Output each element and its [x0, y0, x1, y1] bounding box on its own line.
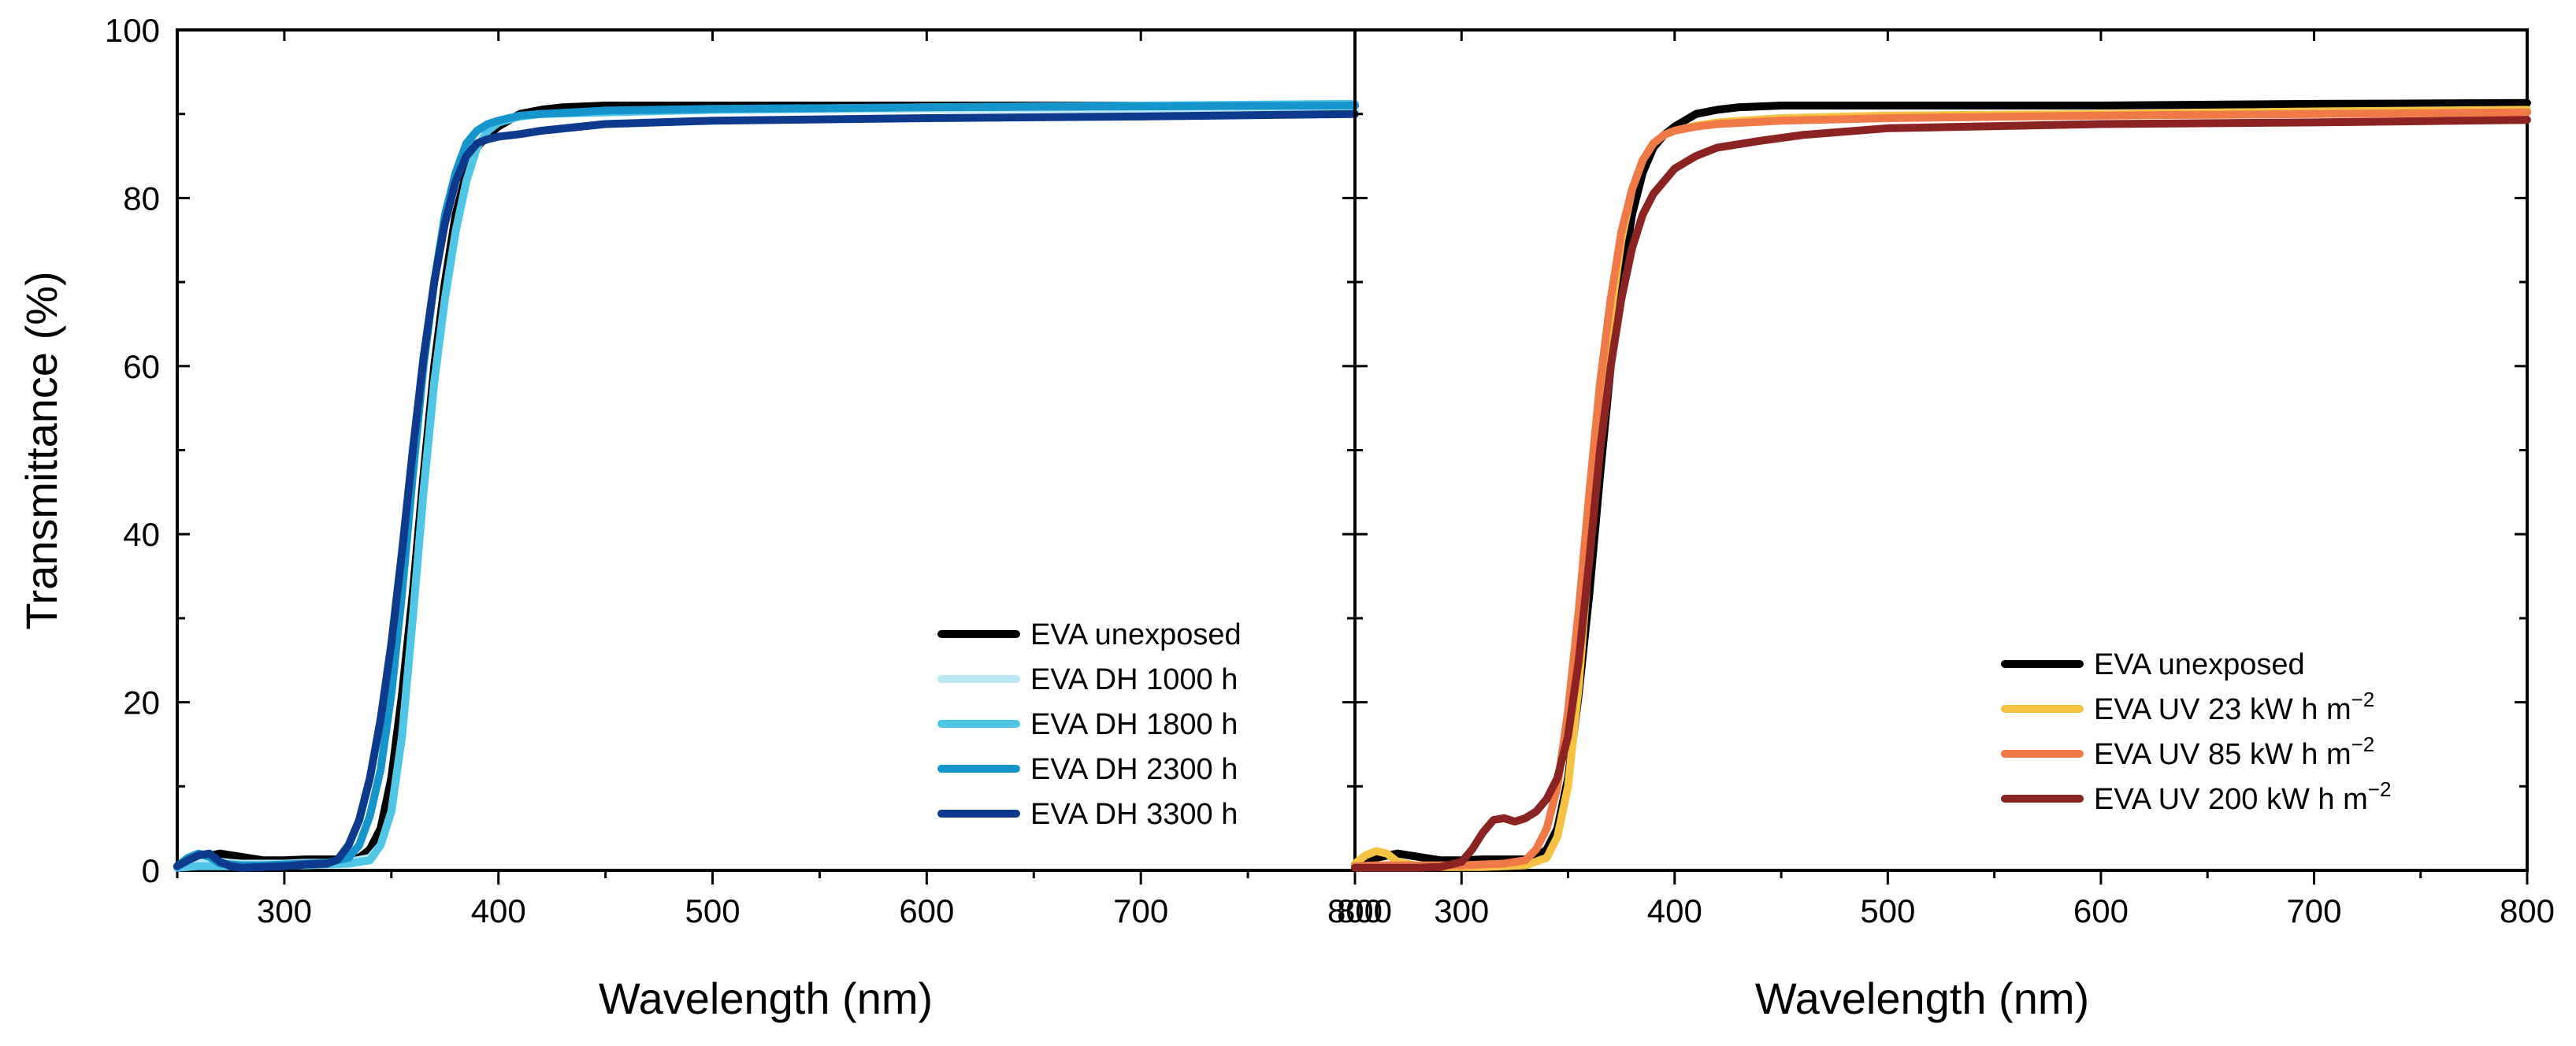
right-ticks: 800 300 400 500 600 700 800	[1337, 28, 2555, 929]
left-ticks: 300 400 500 600 700 800 0 20 40 60 80 100	[105, 12, 1383, 929]
legend-label-superscript: −2	[2351, 688, 2375, 711]
x-tick-label: 300	[257, 892, 312, 929]
left-plot-frame	[176, 28, 1357, 872]
legend-label-text: EVA DH 3300 h	[1030, 798, 1238, 831]
x-tick-label: 500	[685, 892, 741, 929]
legend-label: EVA DH 1800 h	[1030, 708, 1238, 741]
x-tick-label: 500	[1860, 892, 1915, 929]
legend-label-text: EVA UV 85 kW h m	[2094, 738, 2351, 771]
legend-label-text: EVA unexposed	[1030, 618, 1242, 651]
legend-label-text: EVA DH 2300 h	[1030, 753, 1238, 786]
x-tick-label: 800	[2500, 892, 2555, 929]
series-line-eva-dh-2300-h	[173, 102, 1359, 870]
x-tick-label: 800	[1337, 892, 1392, 929]
y-tick-label: 100	[105, 12, 160, 49]
legend-label-text: EVA unexposed	[2094, 648, 2305, 681]
x-tick-label: 600	[2073, 892, 2129, 929]
y-tick-label: 0	[142, 852, 160, 889]
x-tick-label: 700	[2286, 892, 2341, 929]
y-tick-label: 80	[123, 180, 160, 217]
series-line-eva-unexposed	[173, 102, 1359, 870]
y-tick-label: 60	[123, 348, 160, 385]
legend-label: EVA DH 1000 h	[1030, 663, 1238, 696]
x-tick-label: 700	[1113, 892, 1168, 929]
legend-label: EVA unexposed	[2094, 648, 2305, 681]
x-tick-label: 400	[1647, 892, 1702, 929]
left-series-group	[173, 99, 1359, 872]
legend-label: EVA DH 3300 h	[1030, 798, 1238, 831]
legend-label-text: EVA UV 200 kW h m	[2094, 783, 2368, 816]
x-tick-label: 800	[1327, 892, 1383, 929]
right-panel: 800 300 400 500 600 700 800 EVA unexposed EVA U…	[1337, 28, 2555, 1023]
legend-label-superscript: −2	[2368, 777, 2392, 801]
left-panel: 300 400 500 600 700 800 0 20 40 60 80 100 EVA unexp…	[17, 12, 1383, 1023]
legend-label-text: EVA DH 1800 h	[1030, 708, 1238, 741]
legend-label: EVA UV 23 kW h m−2	[2094, 688, 2374, 726]
legend-label-text: EVA DH 1000 h	[1030, 663, 1238, 696]
y-tick-label: 20	[123, 684, 160, 721]
series-line-eva-uv-200-kw-h-m	[1351, 116, 2531, 872]
x-tick-label: 400	[471, 892, 526, 929]
legend-label-text: EVA UV 23 kW h m	[2094, 693, 2351, 726]
series-line-eva-dh-3300-h	[173, 109, 1359, 872]
legend-label: EVA UV 200 kW h m−2	[2094, 777, 2391, 816]
y-axis-title: Transmittance (%)	[17, 271, 66, 629]
x-tick-label: 600	[899, 892, 954, 929]
right-series-group	[1351, 98, 2531, 872]
left-legend: EVA unexposed EVA DH 1000 h EVA DH 1800 h E…	[937, 618, 1242, 831]
legend-label: EVA DH 2300 h	[1030, 753, 1238, 786]
right-x-axis-title: Wavelength (nm)	[1755, 974, 2089, 1023]
legend-label-superscript: −2	[2351, 733, 2375, 756]
legend-label: EVA UV 85 kW h m−2	[2094, 733, 2374, 771]
left-x-axis-title: Wavelength (nm)	[599, 974, 933, 1023]
legend-label: EVA unexposed	[1030, 618, 1242, 651]
y-tick-label: 40	[123, 516, 160, 553]
x-tick-label: 300	[1434, 892, 1489, 929]
